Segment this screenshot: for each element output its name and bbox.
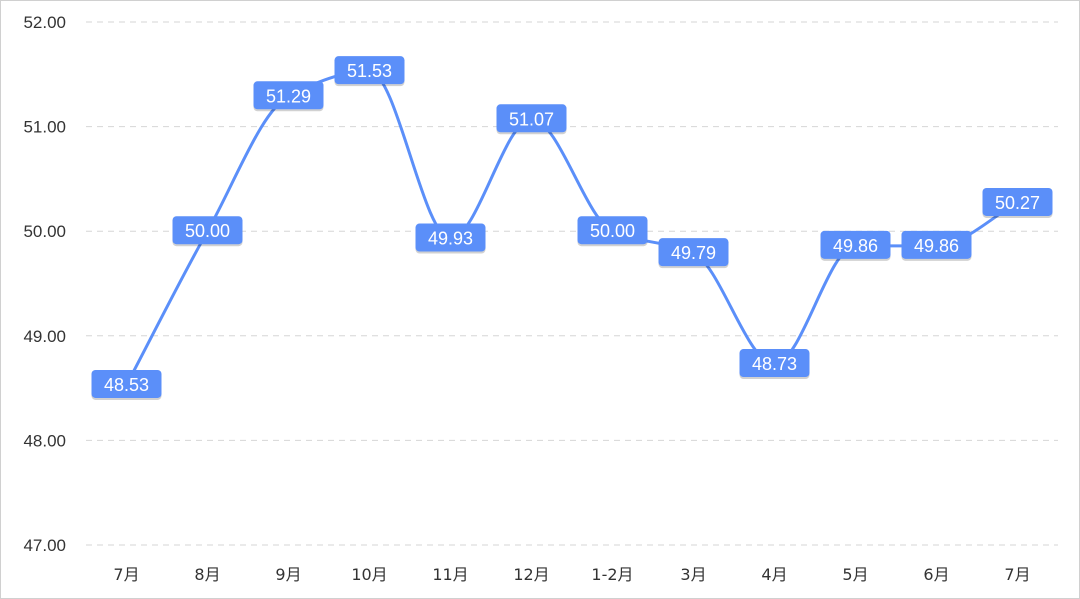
data-label-box [739,349,810,378]
data-point: 50.27 [982,187,1053,218]
x-tick-label: 8月 [194,565,220,584]
data-label-box [577,216,648,245]
y-tick-label: 49.00 [23,327,66,346]
data-label: 49.79 [671,243,716,263]
data-label-box [91,369,162,398]
data-label-box [901,230,972,259]
data-label: 49.86 [914,236,959,256]
data-label: 50.27 [995,193,1040,213]
data-point: 51.07 [496,104,567,135]
data-label: 50.00 [590,221,635,241]
y-tick-label: 51.00 [23,118,66,137]
data-point: 49.86 [901,230,972,261]
data-point: 49.86 [820,230,891,261]
data-point: 49.93 [415,223,486,254]
x-tick-label: 7月 [113,565,139,584]
x-tick-label: 9月 [275,565,301,584]
y-axis: 47.00 48.00 49.00 50.00 51.00 52.00 [23,13,66,555]
y-tick-label: 52.00 [23,13,66,32]
data-label: 50.00 [185,221,230,241]
data-label: 51.29 [266,86,311,106]
data-label: 48.73 [752,354,797,374]
x-tick-label: 11月 [432,565,468,584]
x-tick-label: 6月 [923,565,949,584]
y-tick-label: 48.00 [23,431,66,450]
data-label-box [496,104,567,133]
data-label: 51.07 [509,109,554,129]
data-label-box [820,230,891,259]
data-label-box [334,56,405,85]
y-tick-label: 50.00 [23,222,66,241]
data-label-layer: 48.53 50.00 51.29 51.53 49.93 51.07 50.00 49.79… [91,56,1053,400]
data-label-box [253,81,324,110]
grid-layer [86,21,1058,546]
x-tick-label: 7月 [1004,565,1030,584]
data-point: 48.73 [739,349,810,380]
data-point: 49.79 [658,238,729,269]
data-label-box [415,223,486,252]
data-label-box [172,216,243,245]
data-point: 50.00 [577,216,648,247]
data-label: 49.93 [428,229,473,249]
series-line [125,69,1019,387]
x-axis: 7月 8月 9月 10月 11月 12月 1-2月 3月 4月 5月 6月 7月 [113,565,1030,584]
data-point: 51.29 [253,81,324,112]
data-point: 51.53 [334,56,405,87]
x-tick-label: 3月 [680,565,706,584]
x-tick-label: 1-2月 [591,565,633,584]
data-label: 49.86 [833,236,878,256]
series-layer [125,69,1019,387]
data-label-box [658,238,729,267]
x-tick-label: 10月 [351,565,387,584]
data-label: 48.53 [104,375,149,395]
data-label: 51.53 [347,61,392,81]
y-tick-label: 47.00 [23,536,66,555]
data-point: 48.53 [91,369,162,400]
x-tick-label: 12月 [513,565,549,584]
data-label-box [982,187,1053,216]
x-tick-label: 5月 [842,565,868,584]
x-tick-label: 4月 [761,565,787,584]
data-point: 50.00 [172,216,243,247]
